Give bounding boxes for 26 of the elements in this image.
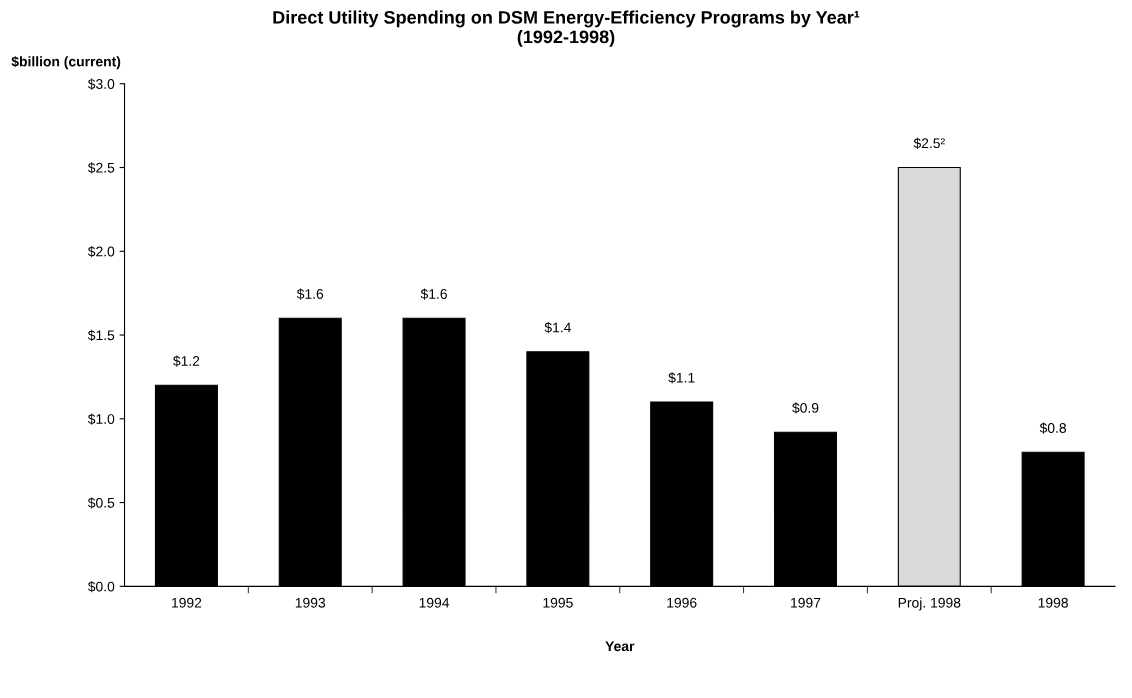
data-label: $1.6 xyxy=(420,288,447,300)
data-label: $1.4 xyxy=(544,321,571,334)
data-label: $0.8 xyxy=(1039,422,1067,434)
data-label: $2.5² xyxy=(913,137,945,149)
chart-title: Direct Utility Spending on DSM Energy-Efficiency Programs by Year¹ (1992-1998) xyxy=(273,10,860,47)
y-tick-label: $2.0 xyxy=(87,246,115,258)
x-tick-label: 1997 xyxy=(791,597,821,608)
y-tick-label: $0.0 xyxy=(87,581,115,593)
x-tick-label: 1994 xyxy=(419,597,450,608)
y-tick-label: $0.5 xyxy=(87,497,115,509)
x-tick-label: 1996 xyxy=(667,597,697,608)
y-tick-label: $1.5 xyxy=(87,329,115,342)
y-tick-label: $2.5 xyxy=(87,162,115,174)
data-label: $1.2 xyxy=(173,355,200,367)
data-label: $1.1 xyxy=(668,372,695,384)
x-tick-label: Proj. 1998 xyxy=(898,597,961,611)
y-axis-title: $billion (current) xyxy=(11,56,121,70)
data-label: $0.9 xyxy=(792,402,819,414)
x-tick-label: 1995 xyxy=(543,597,573,608)
x-tick-label: 1998 xyxy=(1038,597,1068,608)
data-label: $1.6 xyxy=(296,288,324,300)
y-tick-label: $1.0 xyxy=(87,413,115,425)
x-tick-label: 1993 xyxy=(295,597,326,608)
x-tick-label: 1992 xyxy=(172,597,202,608)
y-tick-label: $3.0 xyxy=(87,78,115,90)
x-axis-title: Year xyxy=(605,641,635,652)
